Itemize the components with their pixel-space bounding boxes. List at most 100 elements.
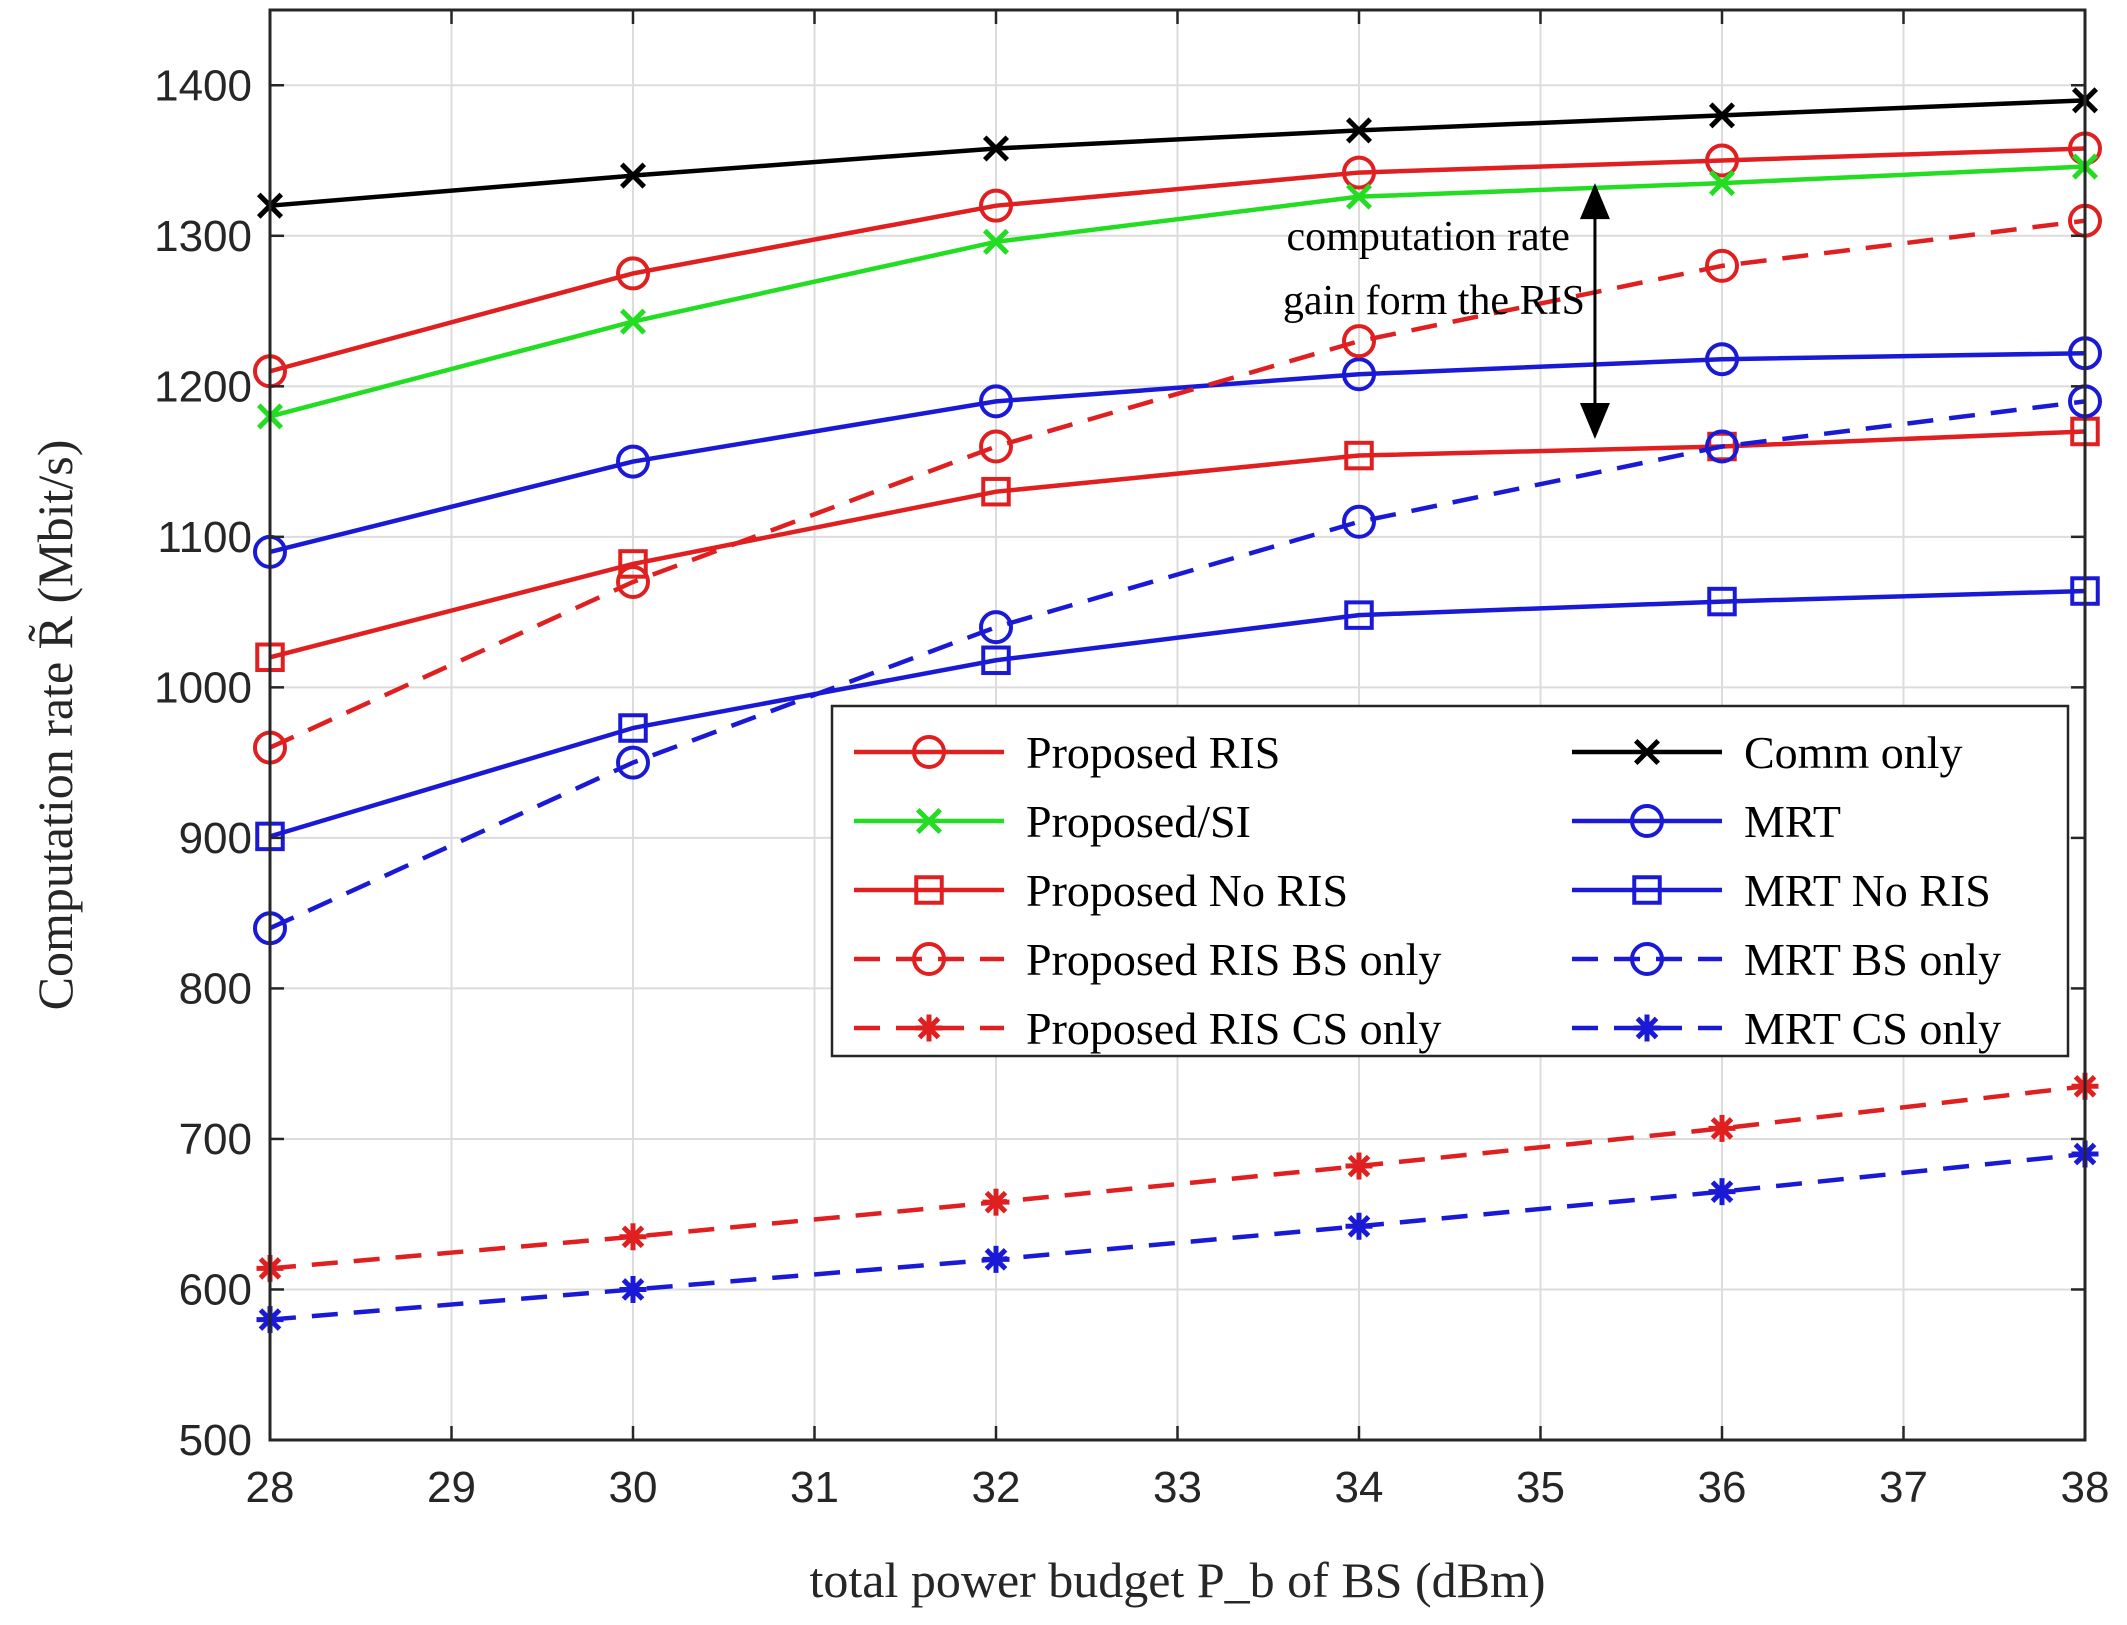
legend-label: Proposed RIS CS only [1026,1003,1441,1054]
y-tick-label: 500 [179,1416,252,1465]
legend-label: Proposed No RIS [1026,865,1348,916]
marker-circle [1342,324,1376,359]
marker-circle [1342,504,1376,539]
legend-entry: Comm only [1572,727,1963,778]
marker-x-stroke [915,807,943,835]
marker-star-core [1715,1184,1729,1199]
marker-star-core [1640,1021,1654,1035]
marker-circle [1705,429,1739,464]
data-point [1345,1212,1373,1240]
legend-entry: MRT CS only [1572,1003,2001,1054]
legend-label: MRT [1744,796,1841,847]
data-point [1707,586,1737,617]
legend-label: MRT No RIS [1744,865,1991,916]
marker-x-stroke [982,135,1010,162]
data-point [618,549,648,579]
marker-star-core [989,1195,1003,1209]
data-point [1345,183,1373,210]
data-point [616,444,650,479]
data-point [981,645,1011,676]
x-tick-label: 35 [1516,1463,1565,1512]
marker-circle [616,444,650,479]
series-line [269,164,2086,419]
marker-star-core [626,1282,640,1297]
marker-star-core [922,1021,936,1035]
marker-circle [912,735,946,769]
marker-star-core [1715,1121,1729,1136]
data-point [616,256,650,291]
y-tick-label: 700 [179,1115,252,1164]
marker-x-stroke [1708,170,1736,197]
marker-star-core [1352,1219,1366,1234]
legend-swatch-marker [915,1014,943,1042]
marker-x-stroke [619,308,647,335]
y-tick-label: 1200 [154,362,252,411]
data-point [619,308,647,335]
series-line [269,98,2086,208]
series-line [269,218,2086,750]
data-point [1708,102,1736,129]
data-point [616,745,650,780]
data-point [618,713,648,743]
data-point [1342,357,1376,392]
legend-entry: MRT BS only [1572,934,2001,985]
x-tick-label: 33 [1153,1463,1202,1512]
data-point [619,1223,647,1251]
marker-square [1632,875,1662,905]
marker-star-core [626,1230,640,1244]
marker-star-core [1352,1159,1366,1173]
y-tick-label: 1000 [154,663,252,712]
marker-x-stroke [982,228,1010,255]
data-point [619,1275,647,1303]
data-point [1705,342,1739,377]
series-line [269,429,2086,660]
axis-ticks: 28 29 30 31 32 33 34 35 36 37 38 500 600 700 800 900 100… [154,10,2109,1512]
series-line [269,588,2086,839]
legend-entry: MRT No RIS [1572,865,1991,916]
marker-circle [979,188,1013,223]
y-tick-label: 1400 [154,61,252,110]
marker-square [618,713,648,743]
marker-x-stroke [1633,738,1661,766]
x-tick-label: 30 [609,1463,658,1512]
data-point [1345,117,1373,144]
legend-swatch-marker [1633,1014,1661,1042]
legend-entry: MRT [1572,796,1841,847]
marker-circle [979,384,1013,419]
legend-entry: Proposed RIS [854,727,1280,778]
legend-label: MRT BS only [1744,934,2001,985]
legend-swatch-marker [1632,875,1662,905]
marker-circle [979,429,1013,464]
data-point [982,228,1010,255]
data-point [1344,600,1374,630]
marker-circle [1342,155,1376,190]
data-point [981,476,1011,507]
data-point [1342,504,1376,539]
legend-label: Proposed/SI [1026,796,1251,847]
series-line [269,146,2086,374]
marker-square [981,476,1011,507]
legend-swatch-marker [915,807,943,835]
data-point [1708,170,1736,197]
marker-circle [912,942,946,976]
annotation-text-line: gain form the RIS [1283,278,1585,324]
series-line [269,1151,2086,1322]
x-tick-label: 34 [1335,1463,1384,1512]
marker-circle [979,610,1013,645]
legend-swatch-marker [1630,804,1664,838]
annotation: computation rate gain form the RIS [1283,183,1610,439]
marker-circle [1705,143,1739,178]
marker-square [618,549,648,579]
x-tick-label: 31 [790,1463,839,1512]
marker-square [1707,431,1737,462]
y-tick-label: 900 [179,814,252,863]
data-point [979,610,1013,645]
data-point [1705,429,1739,464]
legend-entry: Proposed No RIS [854,865,1348,916]
data-point [982,1245,1010,1273]
data-point [979,429,1013,464]
legend-label: MRT CS only [1744,1003,2001,1054]
marker-x-stroke [619,162,647,189]
legend-swatch-marker [914,875,944,905]
data-point [1342,155,1376,190]
